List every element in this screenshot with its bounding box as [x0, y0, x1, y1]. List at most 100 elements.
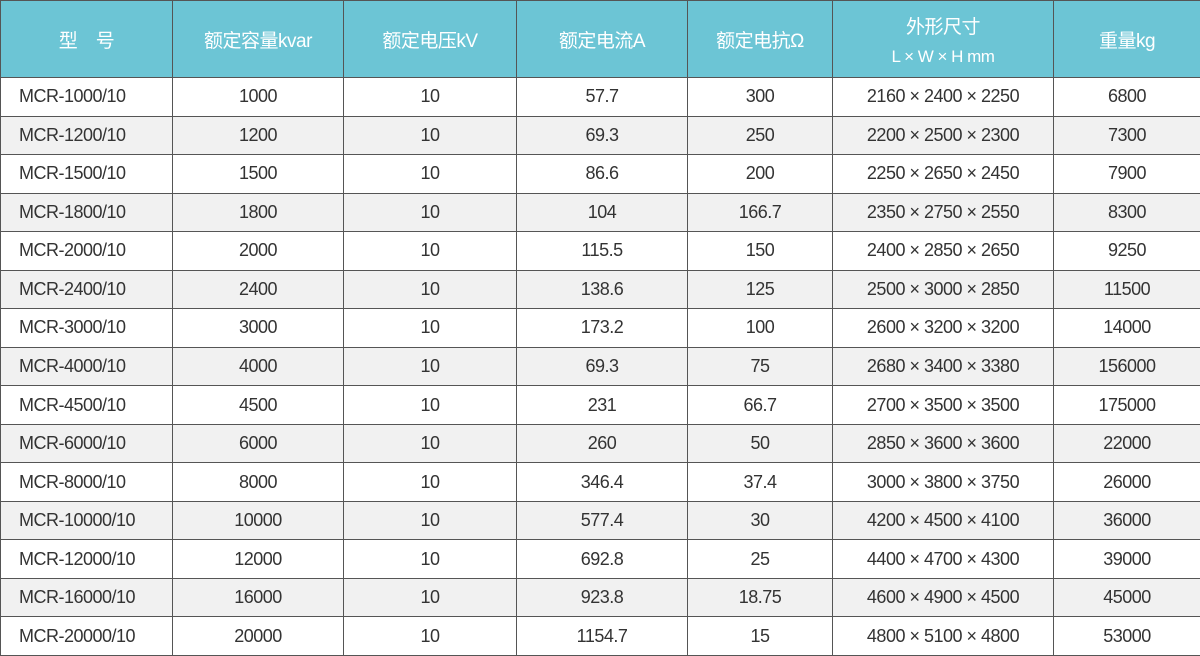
cell-model: MCR-16000/10 [0, 577, 173, 618]
cell-dimensions: 3000 × 3800 × 3750 [832, 462, 1054, 502]
cell-capacity: 3000 [172, 308, 344, 348]
cell-weight: 53000 [1053, 616, 1200, 656]
cell-model: MCR-20000/10 [0, 616, 173, 656]
cell-model: MCR-10000/10 [0, 500, 173, 541]
cell-voltage: 10 [343, 154, 517, 194]
cell-reactance: 250 [687, 115, 833, 156]
cell-model: MCR-3000/10 [0, 308, 173, 348]
cell-weight: 8300 [1053, 192, 1200, 233]
header-reactance: 额定电抗Ω [687, 0, 833, 78]
cell-dimensions: 4400 × 4700 × 4300 [832, 539, 1054, 579]
cell-capacity: 1500 [172, 154, 344, 194]
cell-reactance: 150 [687, 231, 833, 271]
cell-dimensions: 2350 × 2750 × 2550 [832, 192, 1054, 233]
cell-current: 86.6 [516, 154, 688, 194]
cell-current: 692.8 [516, 539, 688, 579]
cell-capacity: 1800 [172, 192, 344, 233]
table-row: MCR-1200/10 1200 10 69.3 250 2200 × 2500 × 23… [0, 115, 1200, 156]
cell-dimensions: 2400 × 2850 × 2650 [832, 231, 1054, 271]
cell-dimensions: 4600 × 4900 × 4500 [832, 577, 1054, 618]
cell-dimensions: 2250 × 2650 × 2450 [832, 154, 1054, 194]
cell-capacity: 8000 [172, 462, 344, 502]
table-row: MCR-20000/10 20000 10 1154.7 15 4800 × 5100 ×… [0, 616, 1200, 656]
cell-weight: 9250 [1053, 231, 1200, 271]
table-row: MCR-12000/10 12000 10 692.8 25 4400 × 4700 × … [0, 539, 1200, 579]
cell-dimensions: 2500 × 3000 × 2850 [832, 269, 1054, 310]
cell-capacity: 2400 [172, 269, 344, 310]
cell-weight: 36000 [1053, 500, 1200, 541]
cell-weight: 156000 [1053, 346, 1200, 387]
table-row: MCR-6000/10 6000 10 260 50 2850 × 3600 × 3600… [0, 423, 1200, 464]
cell-current: 1154.7 [516, 616, 688, 656]
cell-voltage: 10 [343, 423, 517, 464]
cell-voltage: 10 [343, 346, 517, 387]
table-body: MCR-1000/10 1000 10 57.7 300 2160 × 2400 × 22… [0, 77, 1200, 656]
cell-model: MCR-12000/10 [0, 539, 173, 579]
cell-current: 260 [516, 423, 688, 464]
cell-dimensions: 2850 × 3600 × 3600 [832, 423, 1054, 464]
cell-reactance: 300 [687, 77, 833, 117]
cell-dimensions: 4200 × 4500 × 4100 [832, 500, 1054, 541]
cell-voltage: 10 [343, 308, 517, 348]
cell-voltage: 10 [343, 385, 517, 425]
cell-voltage: 10 [343, 500, 517, 541]
cell-weight: 7300 [1053, 115, 1200, 156]
cell-capacity: 20000 [172, 616, 344, 656]
cell-current: 69.3 [516, 346, 688, 387]
table-row: MCR-4000/10 4000 10 69.3 75 2680 × 3400 × 338… [0, 346, 1200, 387]
cell-reactance: 18.75 [687, 577, 833, 618]
table-row: MCR-10000/10 10000 10 577.4 30 4200 × 4500 × … [0, 500, 1200, 541]
cell-dimensions: 2700 × 3500 × 3500 [832, 385, 1054, 425]
cell-model: MCR-8000/10 [0, 462, 173, 502]
table-row: MCR-8000/10 8000 10 346.4 37.4 3000 × 3800 × … [0, 462, 1200, 502]
cell-weight: 45000 [1053, 577, 1200, 618]
cell-reactance: 100 [687, 308, 833, 348]
cell-voltage: 10 [343, 77, 517, 117]
cell-dimensions: 4800 × 5100 × 4800 [832, 616, 1054, 656]
cell-current: 231 [516, 385, 688, 425]
cell-weight: 26000 [1053, 462, 1200, 502]
cell-model: MCR-6000/10 [0, 423, 173, 464]
table-row: MCR-1000/10 1000 10 57.7 300 2160 × 2400 × 22… [0, 77, 1200, 117]
cell-current: 173.2 [516, 308, 688, 348]
cell-voltage: 10 [343, 192, 517, 233]
cell-voltage: 10 [343, 539, 517, 579]
cell-weight: 39000 [1053, 539, 1200, 579]
header-voltage: 额定电压kV [343, 0, 517, 78]
cell-model: MCR-4500/10 [0, 385, 173, 425]
table-row: MCR-2400/10 2400 10 138.6 125 2500 × 3000 × 2… [0, 269, 1200, 310]
cell-dimensions: 2600 × 3200 × 3200 [832, 308, 1054, 348]
cell-model: MCR-1500/10 [0, 154, 173, 194]
header-current: 额定电流A [516, 0, 688, 78]
cell-current: 69.3 [516, 115, 688, 156]
cell-current: 115.5 [516, 231, 688, 271]
cell-voltage: 10 [343, 231, 517, 271]
cell-dimensions: 2160 × 2400 × 2250 [832, 77, 1054, 117]
cell-current: 104 [516, 192, 688, 233]
cell-capacity: 2000 [172, 231, 344, 271]
cell-voltage: 10 [343, 462, 517, 502]
table-row: MCR-2000/10 2000 10 115.5 150 2400 × 2850 × 2… [0, 231, 1200, 271]
cell-reactance: 15 [687, 616, 833, 656]
cell-model: MCR-2000/10 [0, 231, 173, 271]
table-row: MCR-16000/10 16000 10 923.8 18.75 4600 × 4900… [0, 577, 1200, 618]
header-dimensions: 外形尺寸 L × W × H mm [832, 0, 1054, 78]
cell-capacity: 12000 [172, 539, 344, 579]
cell-capacity: 16000 [172, 577, 344, 618]
cell-current: 138.6 [516, 269, 688, 310]
cell-reactance: 125 [687, 269, 833, 310]
cell-model: MCR-1200/10 [0, 115, 173, 156]
table-row: MCR-3000/10 3000 10 173.2 100 2600 × 3200 × 3… [0, 308, 1200, 348]
cell-reactance: 50 [687, 423, 833, 464]
cell-capacity: 6000 [172, 423, 344, 464]
cell-weight: 14000 [1053, 308, 1200, 348]
cell-model: MCR-4000/10 [0, 346, 173, 387]
header-weight: 重量kg [1053, 0, 1200, 78]
header-dimensions-title: 外形尺寸 [905, 16, 981, 38]
cell-reactance: 25 [687, 539, 833, 579]
cell-model: MCR-2400/10 [0, 269, 173, 310]
table-row: MCR-1500/10 1500 10 86.6 200 2250 × 2650 × 24… [0, 154, 1200, 194]
cell-reactance: 75 [687, 346, 833, 387]
cell-voltage: 10 [343, 616, 517, 656]
